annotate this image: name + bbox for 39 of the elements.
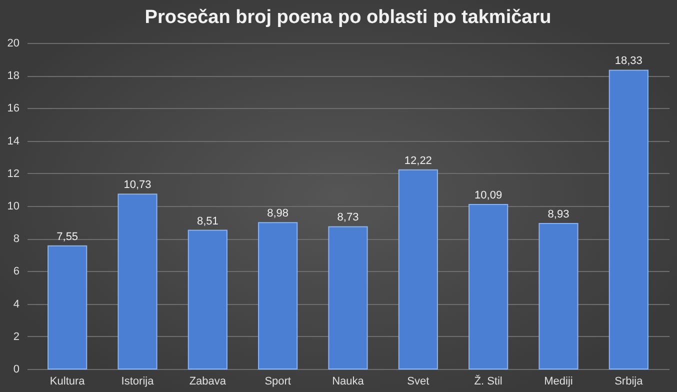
x-tick-label: Kultura: [50, 376, 86, 388]
data-label: 8,73: [337, 212, 359, 224]
y-tick-label: 4: [13, 298, 20, 310]
bar: [398, 169, 438, 370]
x-tick-label: Srbija: [614, 376, 644, 388]
y-tick-label: 10: [7, 200, 20, 212]
y-tick-label: 12: [7, 168, 20, 180]
x-tick-label: Zabava: [189, 376, 227, 388]
bar: [258, 222, 298, 370]
y-tick-label: 8: [13, 233, 20, 246]
y-tick-label: 0: [13, 364, 20, 376]
data-label: 8,98: [267, 208, 289, 220]
y-tick-label: 6: [13, 266, 20, 278]
x-tick-label: Nauka: [332, 376, 365, 388]
chart-title: Prosečan broj poena po oblasti po takmičaru: [144, 7, 552, 28]
data-label: 18,33: [614, 55, 642, 68]
y-tick-label: 14: [7, 135, 20, 148]
data-label: 10,09: [474, 190, 502, 202]
y-tick-label: 18: [7, 70, 20, 82]
bar: [188, 230, 228, 370]
data-label: 8,51: [196, 215, 218, 228]
x-tick-label: Sport: [264, 376, 291, 388]
bar: [48, 245, 88, 370]
y-tick-label: 20: [7, 38, 20, 50]
bar: [118, 194, 158, 370]
bar: [538, 222, 578, 370]
y-tick-label: 2: [13, 330, 20, 343]
data-label: 10,73: [124, 179, 152, 192]
y-tick-label: 16: [7, 102, 20, 115]
x-tick-label: Mediji: [544, 376, 573, 388]
x-tick-label: Istorija: [121, 376, 155, 388]
data-label: 7,55: [56, 230, 78, 243]
data-label: 12,22: [404, 154, 432, 167]
data-label: 8,93: [548, 208, 570, 220]
bar: [328, 226, 368, 370]
x-tick-label: Ž. Stil: [474, 374, 502, 388]
bar: [468, 204, 508, 370]
x-tick-label: Svet: [407, 376, 430, 388]
bar: [608, 70, 648, 370]
